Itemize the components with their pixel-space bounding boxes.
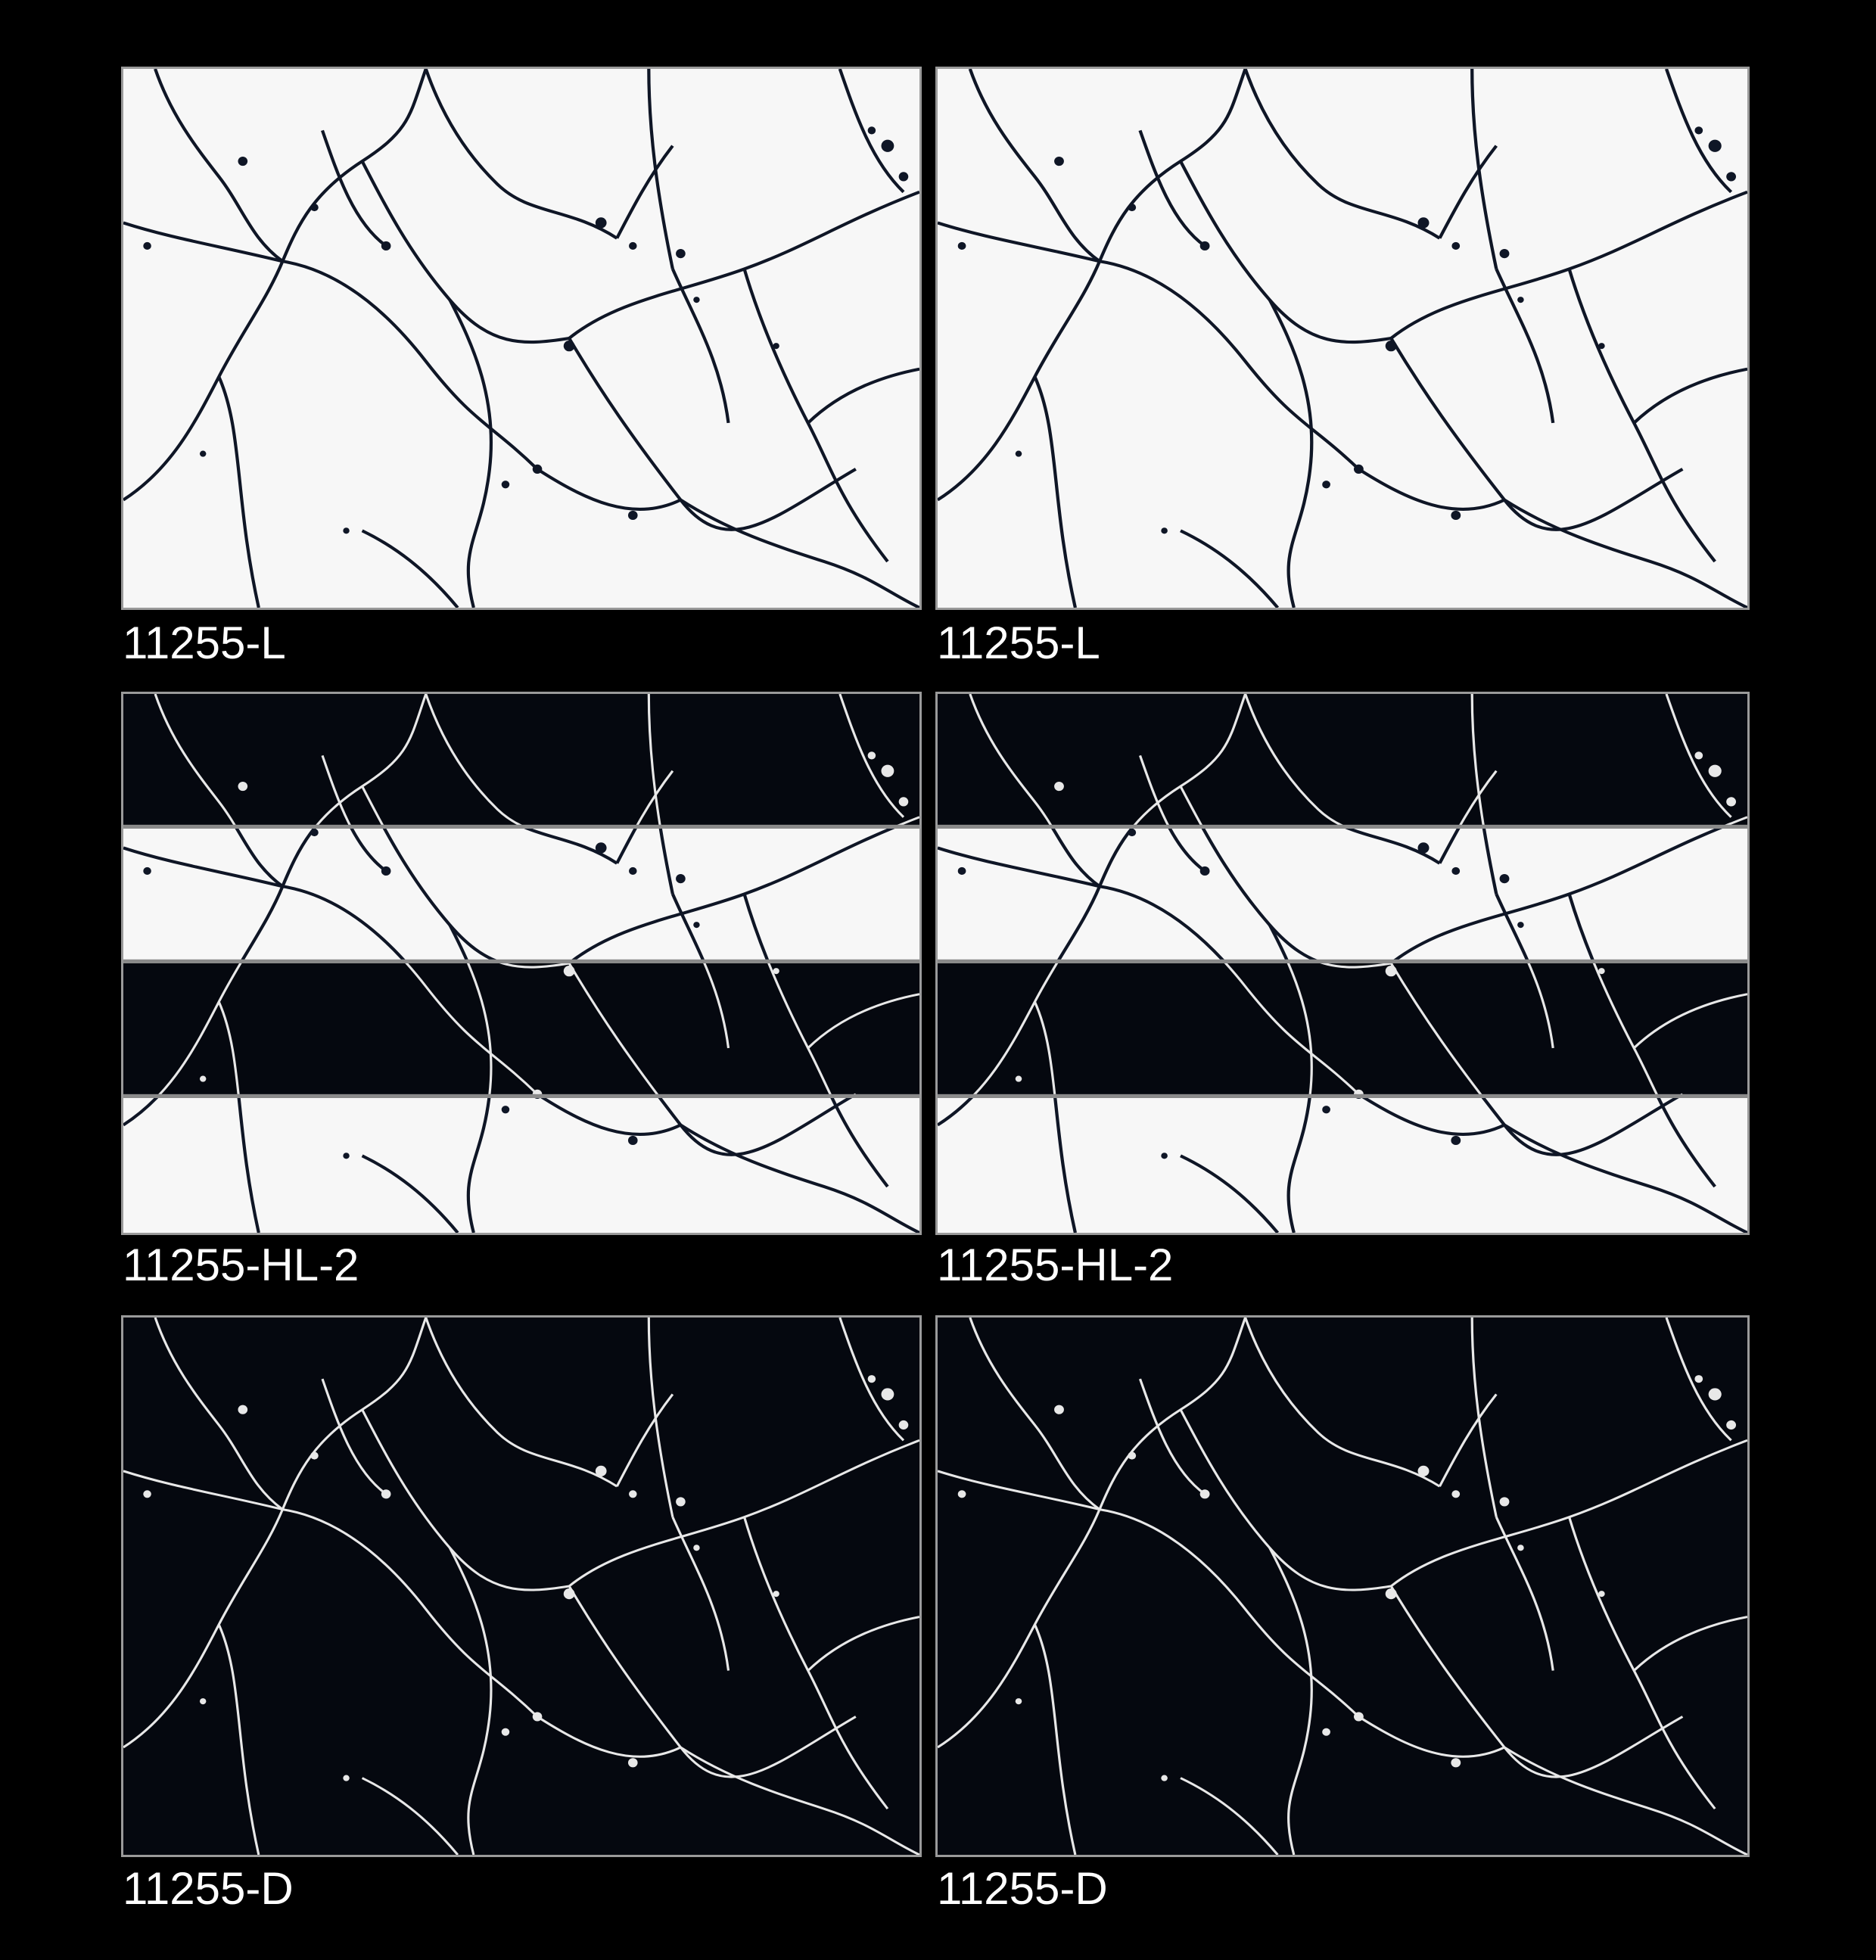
tile-image-striped-right [935,692,1750,1235]
tile-image-light-left [121,67,922,610]
tile-image-dark-left [121,1315,922,1857]
tile-image-striped-left [121,692,922,1235]
tile-image-light-right [935,67,1750,610]
marble-dark-image [123,1318,919,1855]
marble-striped-image [938,694,1747,1233]
marble-light-image [938,69,1747,608]
tile-label: 11255-D [123,1863,294,1914]
marble-dark-image [938,1318,1747,1855]
tile-label: 11255-HL-2 [123,1240,359,1290]
marble-light-image [123,69,919,608]
tile-label: 11255-L [123,618,286,668]
tile-label: 11255-D [937,1863,1108,1914]
tile-label: 11255-HL-2 [937,1240,1174,1290]
marble-striped-image [123,694,919,1233]
tile-image-dark-right [935,1315,1750,1857]
tile-label: 11255-L [937,618,1100,668]
